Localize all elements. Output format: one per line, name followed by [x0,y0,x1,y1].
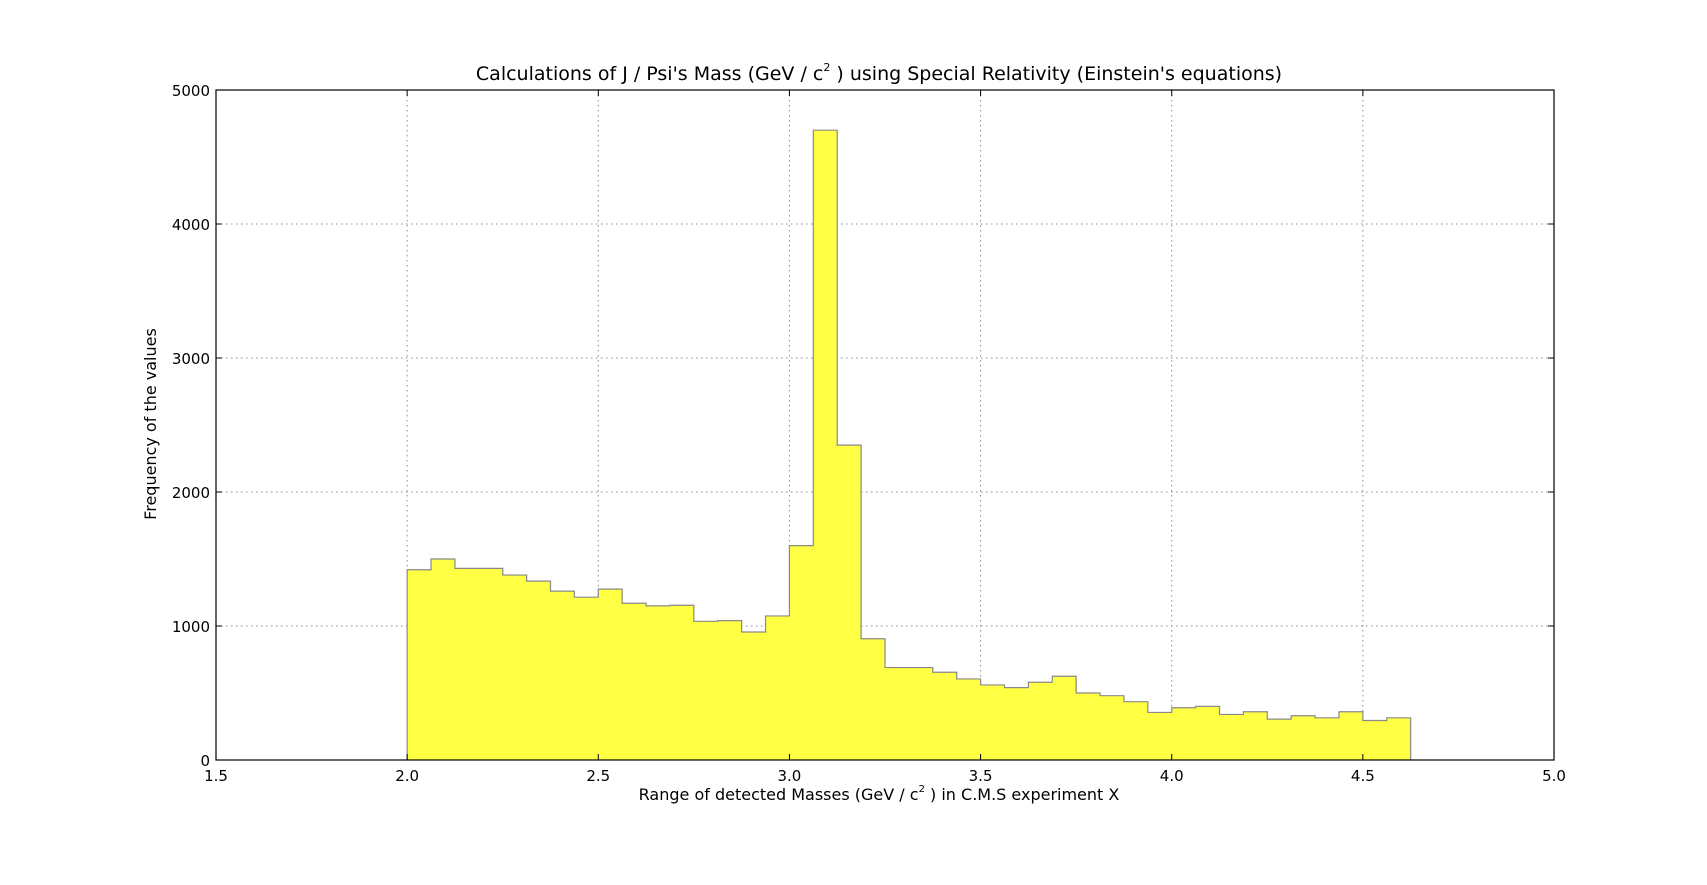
histogram-bar [454,568,480,760]
x-tick-label: 2.5 [586,767,610,785]
histogram-bar [622,603,647,760]
histogram-bar [956,678,982,760]
chart-title-superscript: 2 [823,61,830,74]
histogram-bar [980,684,1006,760]
bars-layer [407,130,1412,760]
x-axis-label-prefix: Range of detected Masses (GeV / c [639,785,919,804]
chart-title: Calculations of J / Psi's Mass (GeV / c2… [476,61,1282,85]
histogram-bar [502,575,528,760]
histogram-bar [407,569,432,760]
histogram-bar [861,638,886,760]
histogram-bar [574,597,599,760]
histogram-bar [526,581,552,760]
histogram-bar [478,568,504,760]
histogram-bar [765,615,791,760]
histogram-bar [1195,706,1221,760]
histogram-bar [1291,715,1316,760]
histogram-bar [1243,711,1268,760]
histogram-bar [598,589,623,760]
histogram-bar [789,545,814,760]
histogram-bar [908,667,934,760]
histogram-bar [669,605,695,760]
histogram-bar [741,632,767,760]
histogram-bar [885,667,910,760]
histogram-bar [717,620,743,760]
y-axis-label: Frequency of the values [141,328,160,520]
y-tick-label: 1000 [172,618,210,636]
y-tick-label: 4000 [172,216,210,234]
ticks-layer: 1.5 2.0 2.5 3.0 3.5 4.0 4.5 5.0 0 1000 2000 3000 400… [172,82,1566,785]
histogram-bar [1338,711,1364,760]
x-tick-label: 2.0 [395,767,419,785]
y-tick-label: 5000 [172,82,210,100]
y-tick-label: 2000 [172,484,210,502]
x-tick-label: 4.5 [1351,767,1375,785]
histogram-bar [646,605,671,760]
y-tick-label: 0 [200,752,210,770]
x-axis-label-suffix: ) in C.M.S experiment X [925,785,1119,804]
histogram-bar [1028,682,1053,760]
plot-frame [215,89,1555,761]
histogram-bar [1362,720,1388,760]
x-tick-label: 3.5 [969,767,993,785]
chart-title-suffix: ) using Special Relativity (Einstein's e… [830,63,1282,85]
histogram-bar [1076,693,1101,760]
histogram-bar [1386,717,1412,760]
histogram-bar [813,130,838,760]
histogram-bar [1123,701,1149,760]
histogram-bar [1219,714,1244,760]
histogram-bar [837,445,862,760]
x-axis-label-superscript: 2 [919,784,925,795]
histogram-bar [1267,719,1292,760]
histogram-bar [1147,712,1173,760]
histogram-outline [406,129,1412,760]
histogram-bar [550,591,575,760]
x-tick-label: 4.0 [1160,767,1184,785]
histogram-bar [693,621,719,760]
histogram-bar [1315,717,1340,760]
x-tick-label: 5.0 [1542,767,1566,785]
x-axis-label: Range of detected Masses (GeV / c2 ) in … [639,784,1120,804]
y-tick-label: 3000 [172,350,210,368]
histogram-bar [932,672,958,760]
chart-title-prefix: Calculations of J / Psi's Mass (GeV / c [476,63,823,85]
x-tick-label: 1.5 [204,767,228,785]
histogram-bar [1171,707,1197,760]
histogram-bar [431,559,456,760]
histogram-bar [1052,676,1077,760]
x-tick-label: 3.0 [777,767,801,785]
histogram-bar [1100,695,1125,760]
histogram-bar [1004,687,1029,760]
